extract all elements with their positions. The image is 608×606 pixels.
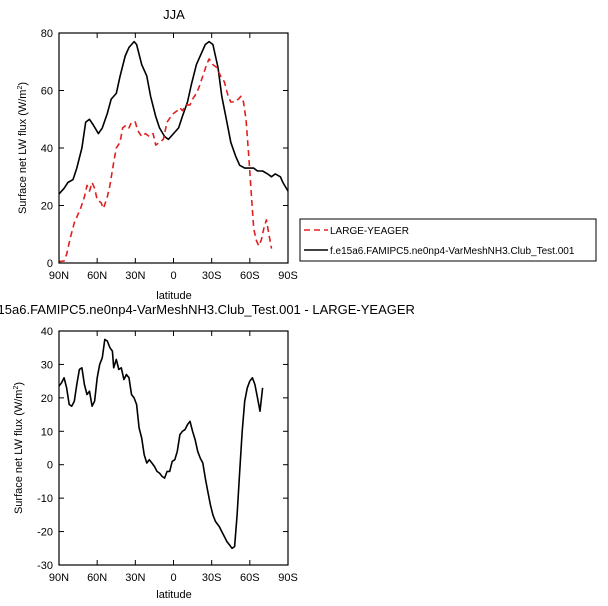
bottom-x-ticks: 90N 60N 30N 0 30S 60S 90S xyxy=(49,331,298,584)
top-chart: JJA 90N 60N 30N 0 30S 60S 90S 0 20 40 60 80 latitu… xyxy=(17,7,298,302)
top-y-axis-label: Surface net LW flux (W/m2) xyxy=(17,82,29,214)
bottom-x-tick-label: 0 xyxy=(170,572,176,584)
legend-label-model: f.e15a6.FAMIPC5.ne0np4-VarMeshNH3.Club_T… xyxy=(330,246,575,257)
bottom-chart: f.e15a6.FAMIPC5.ne0np4-VarMeshNH3.Club_T… xyxy=(0,302,415,601)
bottom-y-tick-label: 10 xyxy=(41,426,53,438)
bottom-y-ticks: -30 -20 -10 0 10 20 30 40 xyxy=(37,326,288,572)
top-y-tick-label: 20 xyxy=(41,201,53,213)
top-y-axis-label-main: Surface net LW flux (W/m xyxy=(17,90,29,215)
legend-label-large-yeager: LARGE-YEAGER xyxy=(330,226,409,237)
top-x-axis-label: latitude xyxy=(156,290,191,302)
top-x-ticks: 90N 60N 30N 0 30S 60S 90S xyxy=(49,33,298,282)
top-x-tick-label: 30S xyxy=(202,270,222,282)
top-y-axis-label-end: ) xyxy=(17,82,29,86)
bottom-x-tick-label: 60S xyxy=(240,572,260,584)
bottom-y-tick-label: 30 xyxy=(41,359,53,371)
bottom-x-tick-label: 60N xyxy=(87,572,107,584)
top-x-tick-label: 90S xyxy=(278,270,298,282)
top-x-tick-label: 30N xyxy=(125,270,145,282)
legend-box xyxy=(299,218,597,262)
top-y-tick-label: 80 xyxy=(41,28,53,40)
bottom-y-axis-label-main: Surface net LW flux (W/m xyxy=(13,390,25,515)
bottom-series-line-0 xyxy=(58,338,264,550)
bottom-y-tick-label: -10 xyxy=(37,493,53,505)
bottom-y-tick-label: -30 xyxy=(37,560,53,572)
top-y-tick-label: 0 xyxy=(47,258,53,270)
bottom-y-tick-label: 40 xyxy=(41,326,53,338)
bottom-y-axis-label-end: ) xyxy=(13,382,25,386)
bottom-x-tick-label: 30S xyxy=(202,572,222,584)
bottom-x-tick-label: 90S xyxy=(278,572,298,584)
legend: LARGE-YEAGER f.e15a6.FAMIPC5.ne0np4-VarM… xyxy=(299,218,597,262)
bottom-x-axis-label: latitude xyxy=(156,589,191,601)
top-x-tick-label: 60N xyxy=(87,270,107,282)
top-plot-frame xyxy=(58,32,289,264)
top-x-tick-label: 90N xyxy=(49,270,69,282)
bottom-plot-frame xyxy=(58,330,289,566)
top-x-tick-label: 0 xyxy=(170,270,176,282)
top-plot-area xyxy=(58,40,289,263)
bottom-plot-area xyxy=(58,338,264,550)
top-y-axis-label-sup: 2 xyxy=(17,86,24,90)
bottom-chart-title: f.e15a6.FAMIPC5.ne0np4-VarMeshNH3.Club_T… xyxy=(0,302,415,317)
top-y-tick-label: 60 xyxy=(41,86,53,98)
bottom-y-tick-label: 20 xyxy=(41,393,53,405)
top-series-line-1 xyxy=(58,58,273,263)
bottom-y-tick-label: -20 xyxy=(37,527,53,539)
bottom-y-tick-label: 0 xyxy=(47,460,53,472)
top-x-tick-label: 60S xyxy=(240,270,260,282)
top-y-tick-label: 40 xyxy=(41,143,53,155)
top-series-line-0 xyxy=(58,40,289,195)
bottom-x-tick-label: 30N xyxy=(125,572,145,584)
top-chart-title: JJA xyxy=(163,7,185,22)
bottom-y-axis-label: Surface net LW flux (W/m2) xyxy=(13,382,25,514)
top-y-ticks: 0 20 40 60 80 xyxy=(41,28,288,270)
bottom-x-tick-label: 90N xyxy=(49,572,69,584)
bottom-y-axis-label-sup: 2 xyxy=(13,386,20,390)
